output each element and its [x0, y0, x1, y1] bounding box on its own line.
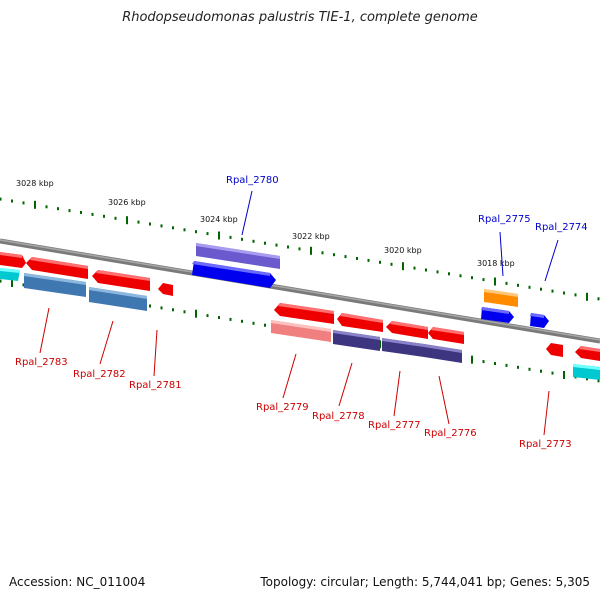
gene-box-rpal-2778-navy[interactable]: [333, 330, 380, 351]
leader-lines: [39, 190, 559, 436]
gene-arrow-rpal-2781-red[interactable]: [92, 270, 150, 291]
scale-label-3026: 3026 kbp: [108, 198, 146, 207]
accession-text: Accession: NC_011004: [9, 575, 146, 589]
gene-arrow-rpal-2782-red[interactable]: [26, 257, 88, 279]
gene-arrow-rpal-2779-red[interactable]: [274, 303, 334, 324]
gene-arrow-rpal-2783-cyan[interactable]: [0, 268, 20, 281]
gene-box-rpal-2779-pink[interactable]: [271, 320, 331, 342]
gene-label-rpal-2781[interactable]: Rpal_2781: [129, 380, 182, 391]
genome-summary-text: Topology: circular; Length: 5,744,041 bp…: [260, 575, 590, 589]
gene-arrow-rpal-2783-red[interactable]: [0, 252, 26, 268]
gene-arrow-rpal-2773-small[interactable]: [546, 343, 563, 357]
scale-label-3020: 3020 kbp: [384, 246, 422, 255]
scale-ticks-upper: [0, 197, 600, 301]
gene-arrow-rpal-2781-small[interactable]: [158, 283, 173, 296]
gene-label-rpal-2773[interactable]: Rpal_2773: [519, 439, 572, 450]
gene-label-rpal-2780[interactable]: Rpal_2780: [226, 175, 279, 186]
gene-label-rpal-2778[interactable]: Rpal_2778: [312, 411, 365, 422]
gene-label-rpal-2777[interactable]: Rpal_2777: [368, 420, 421, 431]
scale-label-3022: 3022 kbp: [292, 232, 330, 241]
gene-label-rpal-2782[interactable]: Rpal_2782: [73, 369, 126, 380]
gene-arrow-rpal-2778-red[interactable]: [337, 313, 383, 332]
scale-label-3024: 3024 kbp: [200, 215, 238, 224]
gene-label-rpal-2776[interactable]: Rpal_2776: [424, 428, 477, 439]
gene-arrow-rpal-2773-red[interactable]: [575, 346, 600, 361]
gene-box-rpal-2782-steel[interactable]: [24, 273, 86, 297]
genome-backbone: [0, 238, 600, 344]
gene-box-rpal-2776-navy[interactable]: [424, 344, 462, 363]
gene-box-rpal-2777-navy[interactable]: [382, 338, 424, 357]
gene-labels: Rpal_2780 Rpal_2775 Rpal_2774 Rpal_2783 …: [15, 175, 588, 450]
gene-arrow-rpal-2780-blue[interactable]: [192, 261, 276, 288]
scale-labels: 3028 kbp 3026 kbp 3024 kbp 3022 kbp 3020…: [16, 179, 515, 268]
gene-box-rpal-2775-orange[interactable]: [484, 289, 518, 307]
gene-arrow-rpal-2774-blue[interactable]: [530, 313, 549, 328]
gene-label-rpal-2779[interactable]: Rpal_2779: [256, 402, 309, 413]
gene-features: [0, 243, 600, 380]
gene-label-rpal-2774[interactable]: Rpal_2774: [535, 222, 588, 233]
gene-arrow-rpal-2775-blue[interactable]: [481, 307, 514, 323]
gene-arrow-rpal-2776-red[interactable]: [428, 327, 464, 344]
map-title: Rhodopseudomonas palustris TIE-1, comple…: [122, 10, 478, 25]
gene-label-rpal-2783[interactable]: Rpal_2783: [15, 357, 68, 368]
gene-box-rpal-2781-steel[interactable]: [89, 287, 147, 311]
gene-box-rpal-2780-slate[interactable]: [196, 243, 280, 269]
scale-label-3018: 3018 kbp: [477, 259, 515, 268]
gene-arrow-rpal-2777-red[interactable]: [386, 321, 428, 339]
gene-label-rpal-2775[interactable]: Rpal_2775: [478, 214, 531, 225]
gene-box-rpal-2773-cyan[interactable]: [573, 364, 600, 380]
scale-label-3028: 3028 kbp: [16, 179, 54, 188]
